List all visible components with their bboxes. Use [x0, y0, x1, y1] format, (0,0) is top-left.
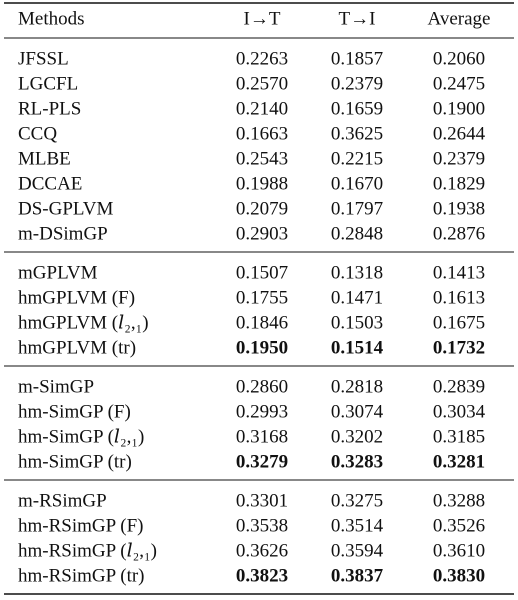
value-cell: 0.1846 [236, 312, 288, 333]
method-cell: hm-SimGP (F) [18, 401, 131, 422]
value-cell: 0.3538 [236, 515, 288, 536]
value-cell: 0.3526 [433, 515, 485, 536]
value-cell: 0.1514 [331, 337, 384, 358]
value-cell: 0.2570 [236, 73, 288, 94]
method-cell: hm-RSimGP (F) [18, 515, 143, 536]
value-cell: 0.3275 [331, 490, 383, 511]
value-cell: 0.2079 [236, 198, 288, 219]
method-cell: m-SimGP [18, 376, 94, 397]
method-cell: hmGPLVM (𝑙₂,₁) [18, 312, 149, 333]
value-cell: 0.3625 [331, 123, 383, 144]
method-cell: RL-PLS [18, 98, 81, 119]
method-cell: JFSSL [18, 48, 69, 69]
value-cell: 0.2379 [331, 73, 383, 94]
method-cell: hm-RSimGP (tr) [18, 565, 145, 586]
value-cell: 0.2903 [236, 223, 288, 244]
value-cell: 0.2876 [433, 223, 485, 244]
value-cell: 0.2140 [236, 98, 288, 119]
value-cell: 0.1900 [433, 98, 485, 119]
value-cell: 0.2839 [433, 376, 485, 397]
method-cell: hm-RSimGP (𝑙₂,₁) [18, 540, 157, 561]
value-cell: 0.1659 [331, 98, 383, 119]
value-cell: 0.1471 [331, 287, 383, 308]
value-cell: 0.2860 [236, 376, 288, 397]
value-cell: 0.1663 [236, 123, 288, 144]
value-cell: 0.1503 [331, 312, 383, 333]
value-cell: 0.3610 [433, 540, 485, 561]
method-cell: m-RSimGP [18, 490, 107, 511]
method-cell: LGCFL [18, 73, 78, 94]
header-cell: Methods [18, 8, 85, 29]
value-cell: 0.3202 [331, 426, 383, 447]
value-cell: 0.2263 [236, 48, 288, 69]
value-cell: 0.3281 [433, 451, 485, 472]
method-cell: hm-SimGP (tr) [18, 451, 132, 472]
value-cell: 0.1938 [433, 198, 485, 219]
value-cell: 0.1988 [236, 173, 288, 194]
value-cell: 0.1318 [331, 262, 383, 283]
value-cell: 0.1732 [433, 337, 485, 358]
value-cell: 0.3034 [433, 401, 486, 422]
value-cell: 0.1507 [236, 262, 288, 283]
value-cell: 0.2379 [433, 148, 485, 169]
value-cell: 0.2543 [236, 148, 288, 169]
value-cell: 0.1413 [433, 262, 485, 283]
value-cell: 0.3301 [236, 490, 288, 511]
value-cell: 0.2993 [236, 401, 288, 422]
value-cell: 0.3288 [433, 490, 485, 511]
method-cell: hmGPLVM (F) [18, 287, 135, 308]
value-cell: 0.2848 [331, 223, 383, 244]
method-cell: CCQ [18, 123, 57, 144]
value-cell: 0.3514 [331, 515, 384, 536]
value-cell: 0.3168 [236, 426, 288, 447]
value-cell: 0.2475 [433, 73, 485, 94]
value-cell: 0.1857 [331, 48, 383, 69]
value-cell: 0.2215 [331, 148, 383, 169]
method-cell: DCCAE [18, 173, 82, 194]
value-cell: 0.1613 [433, 287, 485, 308]
value-cell: 0.3074 [331, 401, 384, 422]
value-cell: 0.3837 [331, 565, 384, 586]
header-cell: Average [428, 8, 491, 29]
value-cell: 0.2060 [433, 48, 485, 69]
value-cell: 0.1675 [433, 312, 485, 333]
value-cell: 0.1797 [331, 198, 383, 219]
method-cell: mGPLVM [18, 262, 98, 283]
value-cell: 0.3626 [236, 540, 288, 561]
value-cell: 0.3830 [433, 565, 485, 586]
method-cell: hm-SimGP (𝑙₂,₁) [18, 426, 144, 447]
method-cell: DS-GPLVM [18, 198, 113, 219]
value-cell: 0.3823 [236, 565, 288, 586]
method-cell: hmGPLVM (tr) [18, 337, 136, 358]
value-cell: 0.2818 [331, 376, 383, 397]
method-cell: MLBE [18, 148, 71, 169]
header-cell: I→T [244, 8, 281, 29]
value-cell: 0.2644 [433, 123, 486, 144]
header-cell: T→I [339, 8, 376, 29]
value-cell: 0.3283 [331, 451, 383, 472]
value-cell: 0.3594 [331, 540, 384, 561]
value-cell: 0.1829 [433, 173, 485, 194]
value-cell: 0.1670 [331, 173, 383, 194]
value-cell: 0.1755 [236, 287, 288, 308]
value-cell: 0.3279 [236, 451, 288, 472]
method-cell: m-DSimGP [18, 223, 108, 244]
value-cell: 0.3185 [433, 426, 485, 447]
value-cell: 0.1950 [236, 337, 288, 358]
